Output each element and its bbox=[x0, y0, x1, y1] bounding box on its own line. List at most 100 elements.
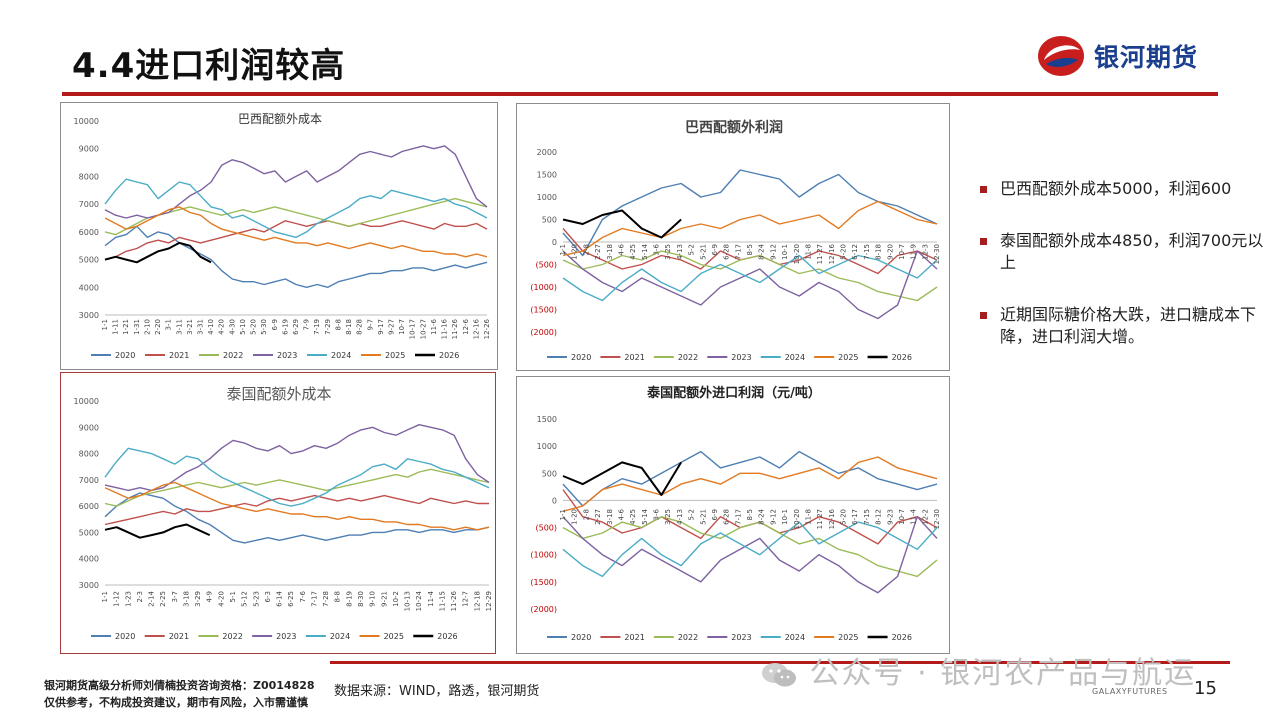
series-line-2022 bbox=[104, 197, 488, 236]
bullet-item: 巴西配额外成本5000，利润600 bbox=[978, 178, 1278, 200]
series-line-2023 bbox=[104, 424, 490, 492]
legend-label: 2021 bbox=[624, 633, 644, 642]
x-tick-label: 12-7 bbox=[462, 591, 470, 607]
bullet-square-icon bbox=[980, 238, 987, 245]
x-tick-label: 4-20 bbox=[217, 591, 225, 607]
x-tick-label: 11-8 bbox=[804, 244, 812, 260]
x-tick-label: 2-27 bbox=[594, 244, 602, 260]
legend-label: 2026 bbox=[439, 351, 459, 360]
legend-label: 2025 bbox=[385, 351, 405, 360]
series-line-2023 bbox=[104, 145, 488, 219]
x-tick-label: 4-13 bbox=[676, 509, 684, 525]
legend-label: 2023 bbox=[276, 632, 296, 641]
bullet-text: 泰国配额外成本4850，利润700元以上 bbox=[1000, 231, 1264, 272]
x-tick-label: 3-18 bbox=[606, 244, 614, 260]
x-tick-label: 6-17 bbox=[851, 509, 859, 525]
wechat-icon bbox=[762, 662, 796, 686]
x-tick-label: 3-11 bbox=[175, 319, 183, 335]
chart-panel-brazil-profit: 巴西配额外利润 2000 1500 1000 500 0 (500) (1000) (1500)… bbox=[516, 103, 950, 371]
x-tick-label: 3-25 bbox=[664, 509, 672, 525]
x-tick-label: 8-8 bbox=[334, 591, 342, 602]
y-tick-label: 4000 bbox=[79, 283, 99, 292]
x-tick-label: 8-18 bbox=[875, 244, 883, 260]
x-tick-label: 1-11 bbox=[112, 319, 120, 335]
x-tick-label: 11-4 bbox=[427, 590, 435, 606]
x-tick-label: 5-21 bbox=[699, 244, 707, 260]
legend-label: 2023 bbox=[277, 351, 297, 360]
x-tick-label: 11-4 bbox=[910, 508, 918, 524]
x-tick-label: 7-15 bbox=[863, 509, 871, 525]
x-tick-label: 8-5 bbox=[746, 509, 754, 520]
x-tick-label: 10-24 bbox=[415, 590, 423, 611]
y-tick-label: 9000 bbox=[79, 423, 99, 432]
x-tick-label: 9-7 bbox=[366, 319, 374, 330]
x-tick-label: 5-23 bbox=[252, 591, 260, 607]
legend-label: 2024 bbox=[330, 632, 350, 641]
x-tick-label: 9-17 bbox=[377, 319, 385, 335]
y-tick-label: 8000 bbox=[79, 172, 99, 181]
x-tick-label: 8-12 bbox=[875, 509, 883, 525]
x-tick-label: 7-17 bbox=[734, 244, 742, 260]
x-tick-label: 7-15 bbox=[863, 244, 871, 260]
x-tick-label: 10-7 bbox=[898, 509, 906, 525]
y-tick-label: 10000 bbox=[74, 397, 99, 406]
x-tick-label: 1-21 bbox=[122, 319, 130, 335]
x-tick-label: 8-28 bbox=[356, 319, 364, 335]
x-tick-label: 11-27 bbox=[816, 509, 824, 529]
chart-title: 巴西配额外成本 bbox=[238, 112, 322, 126]
x-tick-label: 3-31 bbox=[197, 319, 205, 335]
x-tick-label: 5-2 bbox=[688, 244, 696, 255]
series-line-2026 bbox=[562, 461, 682, 496]
x-tick-label: 6-28 bbox=[723, 244, 731, 260]
x-tick-label: 11-9 bbox=[910, 244, 918, 260]
x-tick-label: 3-6 bbox=[653, 243, 661, 255]
series-line-2025 bbox=[104, 481, 490, 531]
chart-thailand-cost: 泰国配额外成本 10000 9000 8000 7000 6000 5000 4000 3000… bbox=[74, 385, 493, 641]
bullet-item: 近期国际糖价格大跌，进口糖成本下降，进口利润大增。 bbox=[978, 304, 1278, 348]
x-tick-label: 4-25 bbox=[629, 244, 637, 260]
series-line-2025 bbox=[562, 456, 938, 512]
x-tick-label: 8-19 bbox=[345, 591, 353, 607]
chart-brazil-profit: 巴西配额外利润 2000 1500 1000 500 0 (500) (1000) (1500)… bbox=[530, 119, 941, 362]
y-tick-label: 4000 bbox=[79, 555, 99, 564]
x-tick-label: 2-10 bbox=[143, 319, 151, 335]
x-tick-label: 3-18 bbox=[183, 591, 191, 607]
legend-label: 2026 bbox=[892, 633, 912, 642]
x-tick-label: 1-1 bbox=[559, 509, 567, 520]
x-tick-label: 12-6 bbox=[462, 318, 470, 334]
x-tick-label: 1-1 bbox=[559, 244, 567, 255]
series-line-2024 bbox=[562, 521, 938, 578]
x-tick-label: 6-9 bbox=[271, 319, 279, 330]
galaxy-logo-icon bbox=[1038, 36, 1084, 76]
x-tick-label: 5-1 bbox=[229, 591, 237, 602]
x-tick-label: 6-25 bbox=[287, 591, 295, 607]
chart-panel-thailand-profit: 泰国配额外进口利润（元/吨） 1500 1000 500 0 (500) (1000) (15… bbox=[516, 376, 950, 654]
x-tick-label: 7-17 bbox=[734, 509, 742, 525]
x-tick-label: 9-20 bbox=[886, 244, 894, 260]
x-tick-label: 8-30 bbox=[357, 591, 365, 607]
y-tick-label: 6000 bbox=[79, 228, 99, 237]
x-tick-label: 1-23 bbox=[124, 591, 132, 607]
x-tick-label: 4-13 bbox=[676, 244, 684, 260]
legend-label: 2024 bbox=[331, 351, 351, 360]
x-tick-label: 1-31 bbox=[133, 319, 141, 335]
x-tick-label: 5-14 bbox=[641, 508, 649, 524]
series-line-2020 bbox=[562, 450, 938, 507]
x-tick-label: 10-1 bbox=[781, 244, 789, 260]
series-line-2023 bbox=[562, 250, 938, 320]
bullet-square-icon bbox=[980, 312, 987, 319]
x-tick-label: 2-20 bbox=[154, 319, 162, 335]
x-tick-label: 5-30 bbox=[260, 319, 268, 335]
y-tick-label: 0 bbox=[552, 238, 557, 247]
x-tick-label: 8-5 bbox=[746, 244, 754, 255]
legend-label: 2023 bbox=[731, 633, 751, 642]
x-tick-label: 7-17 bbox=[311, 591, 319, 607]
legend-label: 2026 bbox=[437, 632, 457, 641]
x-tick-label: 5-20 bbox=[840, 509, 848, 525]
legend-label: 2021 bbox=[169, 632, 189, 641]
bullet-text: 近期国际糖价格大跌，进口糖成本下降，进口利润大增。 bbox=[1000, 305, 1257, 346]
x-tick-label: 6-3 bbox=[264, 591, 272, 602]
x-tick-label: 2-25 bbox=[159, 591, 167, 607]
x-tick-label: 12-16 bbox=[472, 318, 480, 339]
x-tick-label: 9-23 bbox=[886, 509, 894, 525]
